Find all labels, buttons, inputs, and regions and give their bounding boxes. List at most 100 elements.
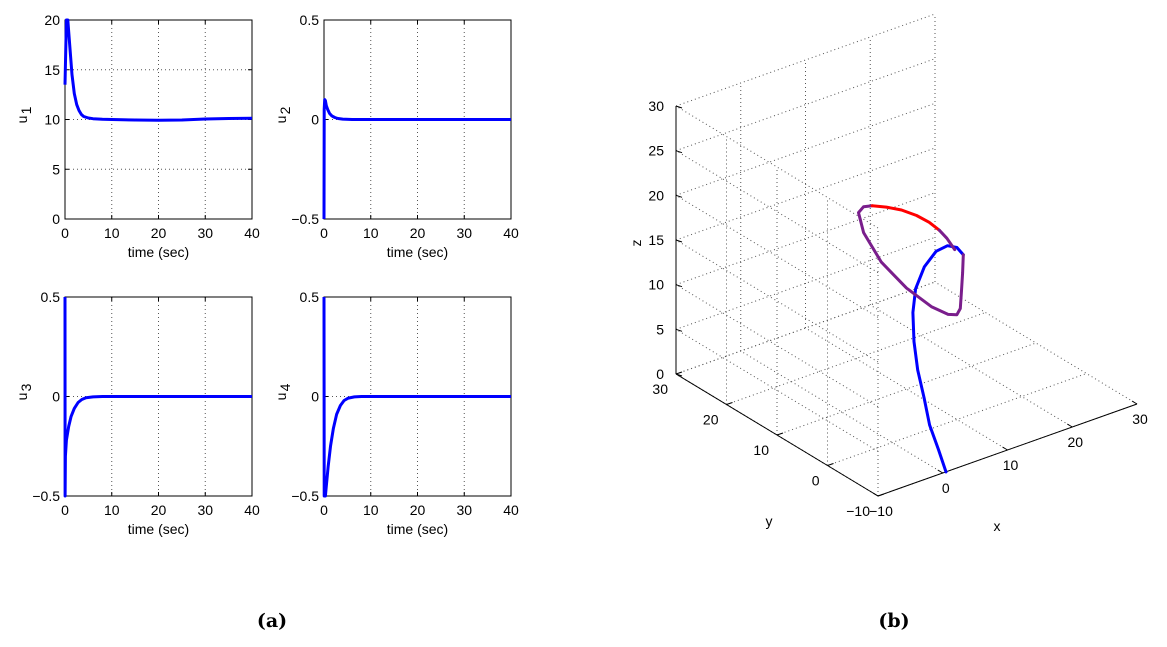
y-tick-label: 0 bbox=[311, 112, 319, 128]
x-tick-label: 40 bbox=[244, 502, 260, 518]
x-tick-label: 0 bbox=[320, 225, 328, 241]
trajectory-segment-3 bbox=[870, 204, 941, 232]
x-axis-label: time (sec) bbox=[387, 244, 448, 260]
y-tick-mark bbox=[776, 432, 784, 436]
caption-a: (a) bbox=[257, 610, 287, 632]
y-axis-label-subscript: 2 bbox=[277, 106, 293, 114]
z-tick-label: 25 bbox=[648, 143, 664, 159]
z-tick-label: 5 bbox=[656, 321, 664, 337]
floor-gridline-x bbox=[934, 281, 1138, 405]
x-axis-label: time (sec) bbox=[128, 521, 189, 537]
trajectory-segment-2 bbox=[857, 204, 965, 317]
z-tick-label: 0 bbox=[656, 366, 664, 382]
z-axis-label: z bbox=[628, 240, 644, 247]
y-tick-label: −0.5 bbox=[32, 488, 60, 504]
z-tick-mark bbox=[675, 373, 683, 377]
side-wall-gridline-z bbox=[675, 105, 879, 229]
trajectory-segment-4 bbox=[937, 228, 957, 252]
trajectory-segment-1 bbox=[911, 244, 965, 474]
z-tick-mark bbox=[675, 328, 683, 332]
control-signal-line bbox=[322, 296, 511, 498]
x-tick-label: 0 bbox=[942, 480, 950, 496]
x-tick-label: 20 bbox=[1067, 434, 1083, 450]
z-tick-label: 15 bbox=[648, 232, 664, 248]
y-tick-label: 0 bbox=[52, 211, 60, 227]
side-wall-gridline-z bbox=[675, 150, 879, 274]
x-axis-label: time (sec) bbox=[128, 244, 189, 260]
side-wall-gridline-z bbox=[675, 284, 879, 408]
y-tick-label: 0.5 bbox=[300, 289, 320, 305]
x-tick-label: 40 bbox=[503, 502, 519, 518]
x-tick-label: −10 bbox=[869, 503, 893, 519]
x-tick-mark bbox=[872, 492, 879, 497]
y-axis-label: u bbox=[273, 393, 289, 401]
y-axis-label-subscript: 3 bbox=[18, 383, 34, 391]
control-signal-line bbox=[63, 18, 253, 122]
y-axis-label: u bbox=[14, 116, 30, 124]
back-wall-gridline-z bbox=[675, 102, 936, 196]
x-tick-label: 10 bbox=[363, 502, 379, 518]
y-tick-mark bbox=[726, 402, 733, 405]
z-tick-mark bbox=[675, 284, 683, 288]
side-wall-gridline-z bbox=[675, 328, 879, 452]
x-tick-label: 20 bbox=[151, 502, 167, 518]
y-tick-label: 0 bbox=[311, 389, 319, 405]
x-tick-mark bbox=[1066, 423, 1073, 428]
y-axis-label-subscript: 1 bbox=[18, 106, 34, 114]
floor-gridline-y bbox=[827, 373, 1087, 466]
y-tick-label: 0.5 bbox=[41, 289, 61, 305]
side-wall-gridline-z bbox=[675, 194, 879, 318]
caption-b: (b) bbox=[878, 610, 909, 632]
x-tick-label: 20 bbox=[410, 502, 426, 518]
x-tick-label: 20 bbox=[151, 225, 167, 241]
z-tick-mark bbox=[675, 194, 683, 198]
x-tick-label: 10 bbox=[363, 225, 379, 241]
y-axis-label: u bbox=[273, 116, 289, 124]
back-wall-gridline-z bbox=[675, 13, 936, 107]
x-tick-label: 10 bbox=[1003, 457, 1019, 473]
z-tick-mark bbox=[675, 239, 683, 243]
x-tick-label: 30 bbox=[197, 502, 213, 518]
x-tick-label: 10 bbox=[104, 502, 120, 518]
y-tick-label: 10 bbox=[753, 442, 769, 458]
y-tick-label: 10 bbox=[44, 112, 60, 128]
back-wall-gridline-z bbox=[675, 147, 936, 241]
y-tick-label: −0.5 bbox=[291, 211, 319, 227]
floor-gridline-x bbox=[740, 350, 944, 474]
floor-gridline-y bbox=[776, 342, 1037, 436]
y-tick-mark bbox=[675, 371, 683, 375]
z-tick-label: 30 bbox=[648, 98, 664, 114]
x-tick-mark bbox=[1131, 400, 1138, 405]
y-axis-label: u bbox=[14, 393, 30, 401]
floor-gridline-x bbox=[869, 304, 1073, 428]
x-tick-label: 0 bbox=[61, 502, 69, 518]
y-tick-label: 0 bbox=[812, 473, 820, 489]
y-tick-label: 15 bbox=[44, 62, 60, 78]
y-axis-label-subscript: 4 bbox=[277, 383, 293, 391]
y-tick-label: 0 bbox=[52, 389, 60, 405]
back-wall-gridline-z bbox=[675, 58, 936, 152]
y-tick-label: 0.5 bbox=[300, 12, 320, 28]
x-tick-label: 0 bbox=[61, 225, 69, 241]
x-tick-label: 30 bbox=[456, 502, 472, 518]
y-tick-label: 30 bbox=[652, 381, 668, 397]
y-tick-label: −10 bbox=[846, 503, 870, 519]
x-tick-label: 40 bbox=[503, 225, 519, 241]
y-tick-label: −0.5 bbox=[291, 488, 319, 504]
y-tick-label: 5 bbox=[52, 161, 60, 177]
z-tick-label: 10 bbox=[648, 277, 664, 293]
y-tick-label: 20 bbox=[703, 412, 719, 428]
z-tick-mark bbox=[675, 105, 683, 109]
y-tick-mark bbox=[827, 463, 834, 466]
y-tick-mark bbox=[877, 493, 885, 497]
floor-gridline-x bbox=[805, 327, 1008, 451]
x-tick-mark bbox=[937, 469, 944, 474]
x-tick-label: 30 bbox=[197, 225, 213, 241]
back-wall-gridline-z bbox=[675, 192, 936, 286]
control-signal-line bbox=[322, 98, 511, 220]
x-tick-label: 30 bbox=[456, 225, 472, 241]
